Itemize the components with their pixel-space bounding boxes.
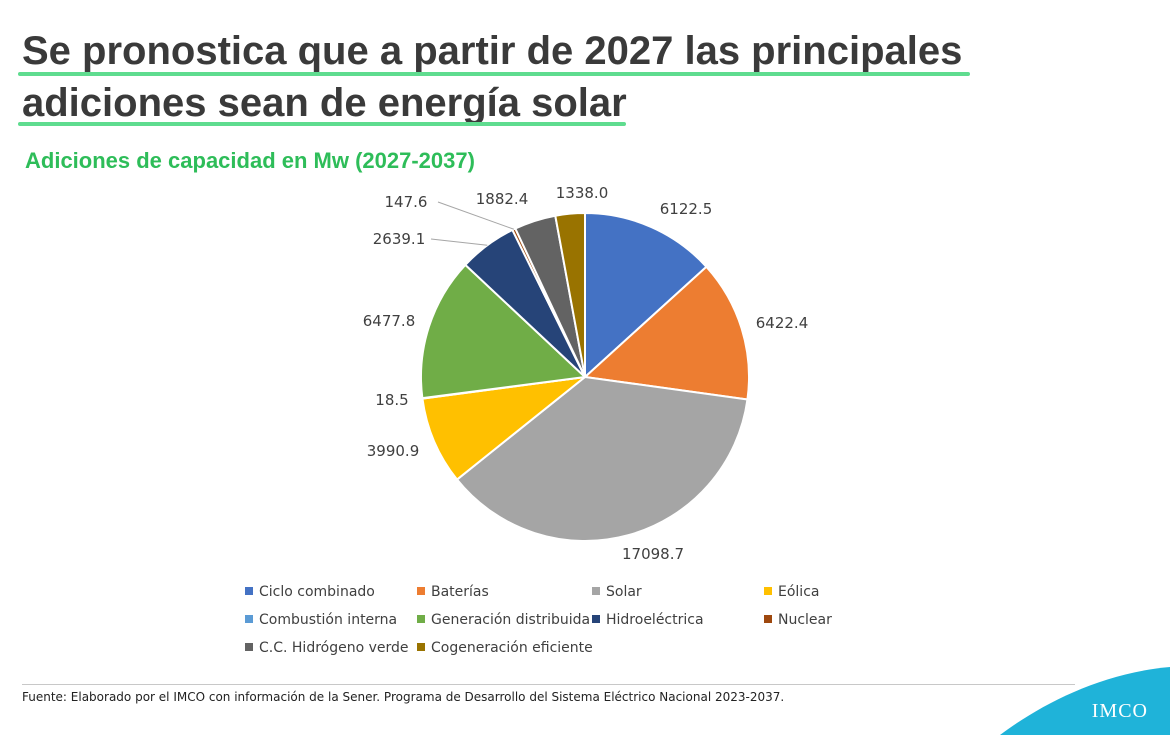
legend-item-ciclo-combinado: Ciclo combinado (245, 584, 375, 600)
legend-label-baterias: Baterías (431, 584, 489, 600)
footer-divider (22, 684, 1075, 685)
data-label-ciclo-combinado: 6122.5 (660, 200, 713, 218)
legend-item-nuclear: Nuclear (764, 612, 832, 628)
logo-wave-shape (1000, 667, 1170, 735)
legend-label-generacion-distribuida: Generación distribuida (431, 612, 590, 628)
legend-swatch-generacion-distribuida (417, 615, 425, 623)
legend-swatch-nuclear (764, 615, 772, 623)
legend-swatch-combustion-interna (245, 615, 253, 623)
legend-label-nuclear: Nuclear (778, 612, 832, 628)
leader-line-hidroelectrica (430, 238, 488, 246)
legend-item-cogeneracion-eficiente: Cogeneración eficiente (417, 640, 593, 656)
pie-slices (420, 211, 750, 542)
pie-slice-ciclo-combinado (584, 211, 708, 380)
pie-slice-solar (455, 375, 749, 542)
imco-logo: IMCO (1000, 665, 1170, 735)
legend-label-solar: Solar (606, 584, 642, 600)
leader-line-nuclear (437, 201, 515, 230)
legend-item-combustion-interna: Combustión interna (245, 612, 397, 628)
chart-legend: Ciclo combinado Baterías Solar Eólica Combus… (245, 584, 832, 656)
legend-swatch-baterias (417, 587, 425, 595)
legend-item-baterias: Baterías (417, 584, 489, 600)
legend-label-cogeneracion-eficiente: Cogeneración eficiente (431, 640, 593, 656)
data-label-hidroelectrica: 2639.1 (373, 230, 426, 248)
pie-slice-cogeneracion-eficiente (554, 211, 586, 378)
data-label-nuclear: 147.6 (385, 193, 428, 211)
legend-label-combustion-interna: Combustión interna (259, 612, 397, 628)
logo-text: IMCO (1091, 700, 1148, 722)
pie-slice-baterias (582, 265, 750, 401)
data-label-baterias: 6422.4 (756, 314, 809, 332)
data-label-cogeneracion-eficiente: 1338.0 (556, 184, 609, 202)
title-underline (18, 72, 970, 76)
legend-item-hidroelectrica: Hidroeléctrica (592, 612, 704, 628)
page-title-line-1: Se pronostica que a partir de 2027 las p… (22, 29, 963, 73)
leader-lines (430, 201, 515, 246)
data-label-solar: 17098.7 (622, 545, 684, 563)
legend-item-c-c-hidrogeno-verde: C.C. Hidrógeno verde (245, 640, 409, 656)
legend-item-eolica: Eólica (764, 584, 819, 600)
legend-swatch-cogeneracion-eficiente (417, 643, 425, 651)
legend-item-generacion-distribuida: Generación distribuida (417, 612, 590, 628)
pie-slice-eolica (421, 375, 589, 481)
data-labels: 6122.5 6422.4 17098.7 3990.9 18.5 6477.8 2639.… (363, 184, 809, 563)
legend-label-ciclo-combinado: Ciclo combinado (259, 584, 375, 600)
legend-swatch-ciclo-combinado (245, 587, 253, 595)
title-underline (18, 122, 626, 126)
legend-label-hidroelectrica: Hidroeléctrica (606, 612, 704, 628)
legend-swatch-c-c-hidrogeno-verde (245, 643, 253, 651)
legend-label-c-c-hidrogeno-verde: C.C. Hidrógeno verde (259, 640, 409, 656)
data-label-combustion-interna: 18.5 (375, 391, 408, 409)
legend-swatch-hidroelectrica (592, 615, 600, 623)
data-label-eolica: 3990.9 (367, 442, 420, 460)
page-title-line-2: adiciones sean de energía solar (22, 81, 627, 125)
legend-label-eolica: Eólica (778, 584, 819, 600)
data-label-generacion-distribuida: 6477.8 (363, 312, 416, 330)
legend-swatch-solar (592, 587, 600, 595)
chart-subtitle: Adiciones de capacidad en Mw (2027-2037) (25, 148, 475, 173)
source-note: Fuente: Elaborado por el IMCO con inform… (22, 690, 785, 704)
legend-swatch-eolica (764, 587, 772, 595)
data-label-c-c-hidrogeno-verde: 1882.4 (476, 190, 529, 208)
pie-slice-generacion-distribuida (420, 263, 588, 400)
legend-item-solar: Solar (592, 584, 642, 600)
